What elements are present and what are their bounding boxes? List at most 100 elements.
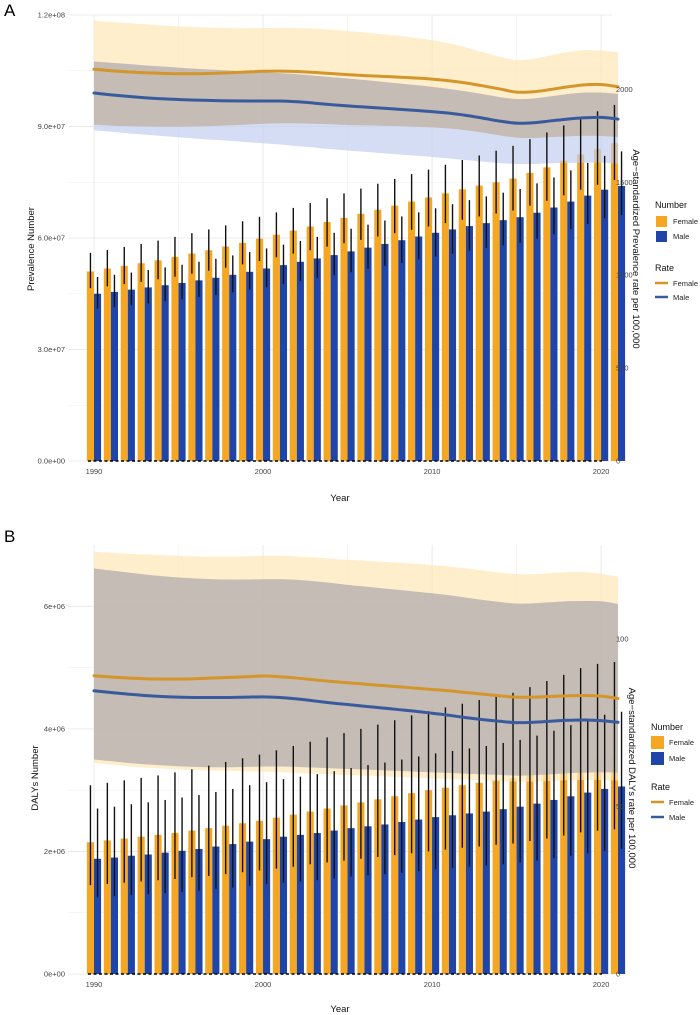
panel-a-y2-tick-label: 0 (616, 457, 620, 466)
panel-a-bar-female-2012 (458, 189, 466, 461)
panel-a-bar-male-2007 (381, 243, 389, 461)
panel-a-bar-male-2011 (448, 229, 457, 461)
panel-b-y2-tick-label: 50 (616, 802, 624, 811)
panel-a-bar-female-2002 (289, 230, 297, 461)
panel-a-bar-male-1994 (161, 285, 169, 461)
panel-b-bar-male-2003 (313, 833, 321, 974)
panel-a-bar-male-2019 (584, 195, 592, 461)
panel-a-bar-male-2013 (482, 223, 490, 461)
panel-a-bar-male-2015 (516, 217, 524, 461)
panel-a-bar-female-2011 (441, 193, 449, 461)
panel-a-bar-male-2014 (499, 220, 507, 461)
panel-a-bar-female-2018 (560, 160, 568, 461)
panel-a-bar-female-2014 (492, 182, 500, 461)
panel-a-bar-male-2021 (618, 185, 626, 461)
panel-a-bar-female-2000 (255, 238, 264, 461)
panel-a: A 0.0e+00 3.0e+07 6.0e+07 9.0e+07 1.2e+08 0 50… (4, 1, 698, 504)
panel-a-y-tick-label: 9.0e+07 (38, 122, 65, 131)
panel-a-bar-female-2017 (543, 167, 551, 461)
panel-b-tick-labels: 0e+00 2e+06 4e+06 6e+06 0 50 100 1990 2000 2010 20… (44, 602, 629, 989)
panel-b-bar-male-2004 (330, 830, 338, 974)
panel-b-bar-female-1993 (137, 836, 145, 974)
panel-b-y-tick-label: 0e+00 (44, 970, 65, 979)
panel-b-bar-female-2013 (475, 782, 483, 974)
panel-a-bar-female-2004 (323, 222, 331, 461)
panel-a-legend-male-bar-label: Male (673, 232, 689, 241)
panel-a-bar-female-1998 (222, 246, 230, 461)
panel-b-bar-male-2015 (516, 806, 524, 974)
panel-a-y-tick-label: 6.0e+07 (38, 234, 65, 243)
panel-b-bar-male-1991 (110, 857, 118, 974)
panel-b-bar-male-2019 (584, 792, 592, 974)
panel-b-bar-female-2018 (560, 765, 568, 974)
panel-b-rate-line-male (92, 689, 620, 725)
panel-b-legend-male-line-label: Male (669, 813, 685, 822)
panel-b-bar-male-2021 (618, 786, 626, 974)
panel-b-bar-female-1994 (154, 834, 162, 974)
panel-a-y2-tick-label: 2000 (616, 85, 633, 94)
panel-b-bar-male-2018 (567, 796, 575, 974)
panel-a-y-tick-label: 1.2e+08 (38, 11, 65, 20)
panel-b-x-tick-label: 2020 (593, 980, 610, 989)
panel-a-y2-tick-label: 1500 (616, 178, 633, 187)
panel-a-y-tick-label: 0.0e+00 (38, 457, 65, 466)
panel-a-y-tick-label: 3.0e+07 (38, 345, 65, 354)
panel-a-bar-male-2008 (398, 240, 406, 461)
panel-a-rate-line-female (92, 67, 620, 94)
panel-b-bar-female-2005 (340, 805, 348, 974)
panel-b-bar-male-1997 (212, 846, 220, 974)
panel-b-y2-tick-label: 0 (616, 970, 620, 979)
panel-b: B 0e+00 2e+06 4e+06 6e+06 0 50 100 1990 2000 2010… (4, 527, 694, 1015)
panel-a-bar-female-2005 (340, 217, 348, 461)
panel-b-legend-female-line-label: Female (669, 798, 694, 807)
panel-a-bar-female-2009 (408, 201, 416, 461)
panel-a-bar-male-2000 (263, 268, 271, 461)
panel-b-bar-male-2013 (482, 811, 490, 974)
panel-b-legend-rate-title: Rate (651, 782, 670, 792)
panel-a-rate-line-male (92, 91, 620, 125)
panel-a-bar-male-2010 (432, 232, 440, 461)
panel-b-bar-male-2000 (263, 839, 271, 974)
panel-a-bar-male-2006 (364, 247, 372, 461)
panel-a-legend-male-bar-key (656, 231, 667, 242)
panel-a-bar-female-2001 (272, 234, 280, 461)
panel-a-x-axis-title: Year (330, 493, 349, 504)
panel-b-bar-female-2007 (374, 799, 382, 974)
panel-b-label: B (4, 527, 15, 546)
panel-b-bar-male-2007 (381, 824, 389, 974)
panel-b-bar-male-2002 (296, 834, 304, 974)
panel-b-y-tick-label: 6e+06 (44, 602, 65, 611)
panel-a-bar-female-1990 (86, 271, 94, 461)
panel-a-x-tick-label: 2000 (255, 467, 272, 476)
panel-a-bar-female-2020 (594, 148, 602, 462)
panel-b-overlap-rate-band (94, 568, 618, 776)
panel-b-bar-male-2012 (465, 813, 473, 974)
panel-a-tick-labels: 0.0e+00 3.0e+07 6.0e+07 9.0e+07 1.2e+08 0 500 1… (38, 11, 633, 477)
panel-b-bar-male-1993 (144, 854, 152, 974)
panel-b-rate-lines (92, 674, 620, 725)
panel-a-error-bars (89, 104, 623, 309)
panel-b-bar-male-1992 (127, 855, 135, 974)
panel-a-bar-male-2001 (279, 265, 288, 461)
panel-b-bar-female-2011 (441, 787, 449, 974)
panel-a-bar-female-1992 (120, 265, 128, 462)
panel-b-bar-male-1996 (195, 848, 203, 974)
panel-a-bar-male-2016 (533, 212, 541, 461)
panel-b-legend-male-bar-key (651, 752, 664, 765)
panel-a-bar-female-1999 (239, 242, 247, 461)
panel-b-bar-male-2016 (533, 803, 541, 974)
panel-a-bar-male-1996 (195, 280, 203, 461)
panel-a-rate-lines (92, 67, 620, 125)
panel-a-bar-male-2020 (601, 189, 609, 461)
panel-b-x-tick-label: 2010 (424, 980, 441, 989)
panel-b-bar-female-2021 (610, 756, 618, 974)
panel-a-bar-male-2002 (296, 261, 304, 461)
panel-a-bar-female-1997 (205, 250, 213, 461)
panel-b-bar-male-2020 (601, 788, 609, 974)
panel-b-bar-female-2012 (458, 785, 466, 974)
panel-b-bar-female-2017 (543, 769, 551, 974)
panel-b-legend-female-bar-label: Female (669, 738, 694, 747)
panel-a-bar-male-1990 (94, 293, 102, 461)
panel-b-x-axis-title: Year (330, 1004, 349, 1015)
panel-a-bar-male-1997 (212, 277, 220, 461)
